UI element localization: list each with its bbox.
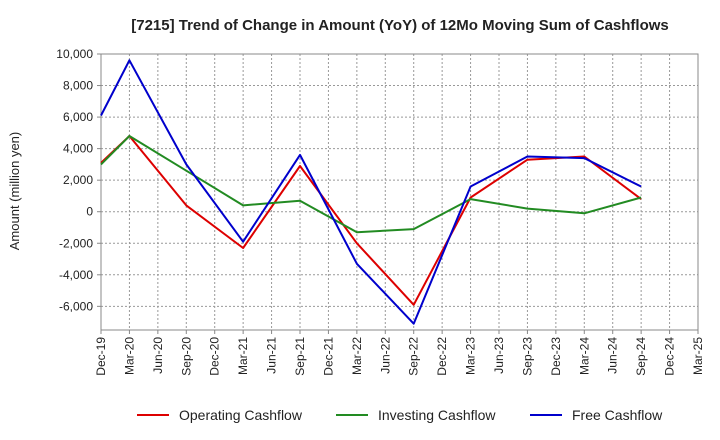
x-tick-label: Sep-23 xyxy=(520,337,534,376)
x-tick-label: Mar-24 xyxy=(577,337,591,375)
x-tick-label: Dec-22 xyxy=(435,337,449,376)
y-tick-label: 8,000 xyxy=(63,79,93,93)
chart-title: [7215] Trend of Change in Amount (YoY) o… xyxy=(131,17,669,34)
series-line-free-cashflow xyxy=(100,59,642,325)
y-axis-ticks: 10,000 8,000 6,000 4,000 2,000 0 -2,000 -4,000 -… xyxy=(56,47,101,313)
y-tick-label: -6,000 xyxy=(59,299,93,313)
x-axis-ticks: Dec-19 Mar-20 Jun-20 Sep-20 Dec-20 Mar-21 Jun-… xyxy=(94,330,705,376)
x-tick-label: Dec-23 xyxy=(549,337,563,376)
y-tick-label: 6,000 xyxy=(63,110,93,124)
series-lines xyxy=(100,59,642,325)
series-line-investing-cashflow xyxy=(100,135,642,234)
x-tick-label: Jun-22 xyxy=(378,337,392,374)
x-tick-label: Jun-24 xyxy=(606,337,620,374)
x-tick-label: Mar-22 xyxy=(350,337,364,375)
y-tick-label: 10,000 xyxy=(56,47,93,61)
x-tick-label: Mar-23 xyxy=(464,337,478,375)
x-tick-label: Dec-24 xyxy=(663,337,677,376)
legend-label: Free Cashflow xyxy=(572,407,663,423)
x-tick-label: Mar-20 xyxy=(122,337,136,375)
x-tick-label: Jun-20 xyxy=(151,337,165,374)
x-tick-label: Dec-20 xyxy=(208,337,222,376)
x-tick-label: Jun-23 xyxy=(492,337,506,374)
y-tick-label: 0 xyxy=(86,205,93,219)
y-tick-label: 4,000 xyxy=(63,142,93,156)
x-tick-label: Sep-20 xyxy=(179,337,193,376)
y-axis-label: Amount (million yen) xyxy=(7,132,22,251)
x-tick-label: Mar-25 xyxy=(691,337,705,375)
y-tick-label: 2,000 xyxy=(63,173,93,187)
x-tick-label: Dec-19 xyxy=(94,337,108,376)
x-tick-label: Sep-22 xyxy=(407,337,421,376)
y-tick-label: -2,000 xyxy=(59,236,93,250)
x-tick-label: Jun-21 xyxy=(265,337,279,374)
legend-label: Operating Cashflow xyxy=(179,407,303,423)
x-tick-label: Mar-21 xyxy=(236,337,250,375)
y-tick-label: -4,000 xyxy=(59,268,93,282)
x-tick-label: Sep-24 xyxy=(634,337,648,376)
series-line-operating-cashflow xyxy=(100,135,642,306)
plot-area xyxy=(100,53,699,331)
x-tick-label: Dec-21 xyxy=(321,337,335,376)
legend-label: Investing Cashflow xyxy=(378,407,496,423)
x-tick-label: Sep-21 xyxy=(293,337,307,376)
legend: Operating Cashflow Investing Cashflow Free… xyxy=(137,407,663,423)
